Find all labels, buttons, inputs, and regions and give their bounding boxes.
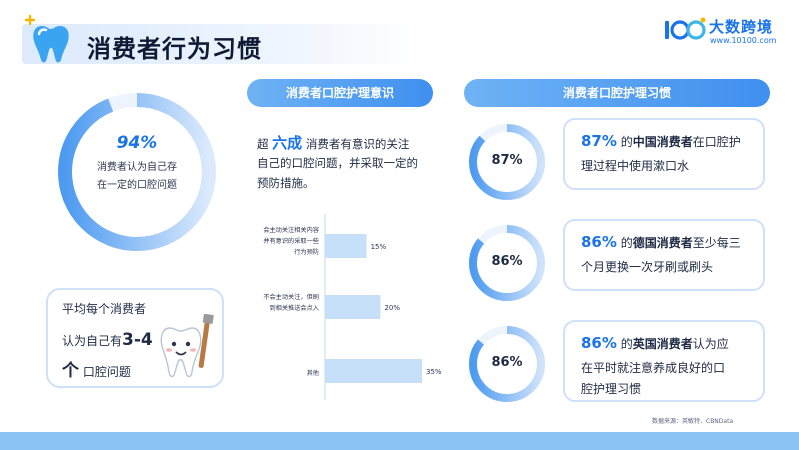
pill-awareness: 消费者口腔护理意识 (247, 79, 433, 107)
avg-card-unit: 个 (62, 361, 79, 381)
avg-card-line2-text: 认为自己有 (62, 334, 123, 348)
title-banner (22, 24, 422, 64)
donut-caption-line1: 消费者认为自己存 (97, 162, 177, 173)
awareness-line3: 预防措施。 (257, 176, 315, 190)
bar-3 (325, 359, 422, 383)
avg-card-line3-text: 口腔问题 (82, 365, 131, 379)
bar-category-label: 会主动关注相关内容 (263, 226, 319, 234)
habit-ring-arc-1 (469, 124, 545, 200)
habit-ring-arc-2 (469, 225, 545, 301)
habit-ring-1 (469, 124, 545, 200)
avg-card-line3: 个 口腔问题 (62, 356, 131, 381)
brand-mark-icon (665, 17, 706, 40)
habit-card-2 (563, 219, 765, 291)
bar-category-label: 并有意识的采取一些 (263, 237, 319, 245)
bar-value-label: 15% (371, 243, 387, 251)
habit-card-line1: 87% 的中国消费者在口腔护 (581, 132, 741, 150)
habit-card-connector: 的 (620, 135, 633, 149)
pill-habits: 消费者口腔护理习惯 (464, 79, 770, 107)
habit-card-line1: 86% 的德国消费者至少每三 (581, 233, 741, 251)
avg-card-range: 3-4 (122, 330, 153, 350)
donut-percent: 94% (116, 133, 158, 153)
habit-card-line1-text: 至少每三 (692, 236, 741, 250)
donut-94 (58, 93, 216, 251)
awareness-line1: 超 六成 消费者有意识的关注 (257, 132, 409, 153)
bar-2 (325, 295, 381, 319)
habit-card-connector: 的 (620, 236, 633, 250)
habit-ring-2 (469, 225, 545, 301)
tooth-icon (24, 14, 69, 63)
habit-card-1 (563, 118, 765, 190)
habit-ring-3 (469, 326, 545, 402)
habit-card-country: 英国消费者 (632, 337, 693, 351)
brand-url: www.10100.com (710, 36, 777, 45)
habit-card-line1-text: 认为应 (692, 337, 729, 351)
avg-card-line1: 平均每个消费者 (62, 302, 147, 316)
tooth-mascot-icon (160, 313, 214, 378)
bottom-band (0, 432, 799, 450)
bar-category-label: 不会主动关注，但刷 (263, 293, 319, 301)
habit-card-line2: 个月更换一次牙刷或刷头 (581, 260, 714, 274)
bar-category-label: 到相关推送会点入 (270, 304, 320, 312)
donut-caption-line2: 在一定的口腔问题 (97, 180, 177, 191)
brand-logo: 大数跨境 www.10100.com (663, 15, 783, 49)
habit-card-line1-text: 在口腔护 (692, 135, 741, 149)
bar-category-label: 行为预防 (294, 248, 319, 256)
page-title: 消费者行为习惯 (87, 35, 262, 63)
habit-card-percent: 87% (581, 132, 617, 150)
awareness-line2: 自己的口腔问题，并采取一定的 (257, 156, 418, 170)
bar-1 (325, 234, 367, 258)
bar-category-label: 其他 (307, 369, 319, 377)
habit-ring-percent: 87% (491, 153, 523, 168)
bar-value-label: 35% (426, 368, 442, 376)
habit-card-percent: 86% (581, 334, 617, 352)
habit-card-3 (563, 320, 765, 402)
habit-card-line2: 理过程中使用漱口水 (581, 159, 690, 173)
habit-ring-arc-3 (469, 326, 545, 402)
awareness-highlight: 六成 (272, 134, 303, 152)
habit-card-country: 德国消费者 (632, 236, 693, 250)
habit-card-line3: 腔护理习惯 (581, 382, 642, 396)
bar-value-label: 20% (384, 304, 400, 312)
habit-card-percent: 86% (581, 233, 617, 251)
habit-card-line2: 在平时就注意养成良好的口 (581, 361, 726, 375)
awareness-pre: 超 (257, 137, 269, 151)
awareness-line1-text: 消费者有意识的关注 (305, 137, 410, 151)
donut-94-arc (58, 93, 216, 251)
habit-ring-percent: 86% (491, 355, 523, 370)
data-source: 数据来源：英敏特、CBNData (652, 418, 734, 425)
habit-card-country: 中国消费者 (632, 135, 693, 149)
avg-card-line2: 认为自己有3-4 (62, 330, 153, 350)
habit-ring-percent: 86% (491, 254, 523, 269)
habit-card-line1: 86% 的英国消费者认为应 (581, 334, 729, 352)
brand-name: 大数跨境 (709, 18, 774, 36)
habit-card-connector: 的 (620, 337, 633, 351)
